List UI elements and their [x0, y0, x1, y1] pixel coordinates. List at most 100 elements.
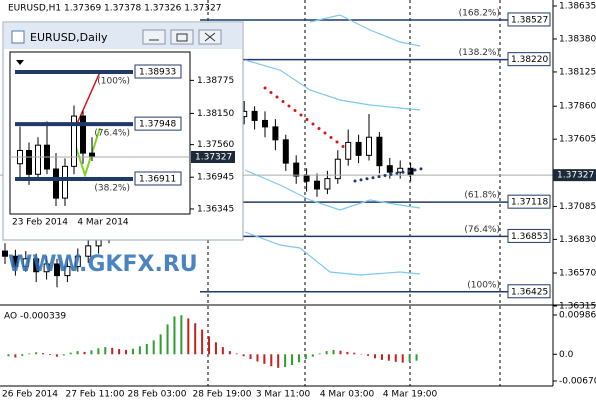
candle-body — [355, 141, 362, 156]
sar-dot — [311, 122, 315, 126]
y-tick-label: 1.36315 — [559, 302, 596, 312]
candle-body — [22, 258, 29, 268]
level-percent: (38.2%) — [94, 184, 130, 194]
candle-body — [85, 245, 92, 257]
restore-button[interactable] — [170, 29, 194, 45]
y-tick-label: 1.38635 — [559, 2, 596, 12]
current-price-label: 1.37327 — [557, 171, 594, 181]
level-percent: (76.4%) — [94, 129, 130, 139]
level-price-box — [134, 64, 182, 79]
arrow-icon — [16, 60, 24, 65]
band-line — [309, 14, 421, 47]
minimize-button[interactable] — [142, 29, 166, 45]
candle-body — [303, 175, 310, 182]
inset-window[interactable]: EURUSD,Daily 1.38775 1.38150 1.37560 1.3694… — [2, 21, 244, 241]
x-tick-label: 4 Mar 03:00 — [320, 390, 375, 400]
sar-dot — [299, 113, 303, 117]
fib-price-label: 1.38527 — [511, 15, 548, 25]
candle-body — [80, 115, 86, 154]
inset-y-tick-label: 1.38775 — [197, 76, 234, 86]
main-chart: (168.2%) 1.38527 (138.2%) 1.38220 (61.8%) 1.3… — [0, 0, 553, 386]
x-tick-label: 26 Feb 2014 — [2, 390, 58, 400]
fib-price-box — [507, 284, 551, 299]
candle-body — [53, 168, 59, 199]
ao-tick-label: 0.009862 — [559, 311, 596, 321]
sar-dot — [389, 172, 393, 176]
sar-dot — [335, 140, 339, 144]
watermark: WWW.GKFX.RU — [8, 252, 198, 277]
icon — [204, 32, 216, 42]
symbol-info: EURUSD,H1 1.37369 1.37378 1.37326 1.3732… — [8, 4, 221, 14]
candle-body — [314, 180, 320, 190]
inset-y-tick-label: 1.36345 — [197, 204, 234, 214]
x-tick-label: 3 Mar 11:00 — [256, 390, 311, 400]
level-price-label: 1.38933 — [139, 68, 176, 78]
ao-tick-label: -0.006704 — [559, 377, 596, 387]
y-tick-label: 1.36570 — [559, 269, 596, 279]
inset-y-tick-label: 1.38150 — [197, 109, 234, 119]
candle-body — [397, 167, 404, 173]
y-tick-label: 1.37605 — [559, 135, 596, 145]
sar-dot — [413, 168, 417, 172]
fib-percent: (100%) — [467, 280, 500, 290]
sar-dot — [263, 86, 267, 90]
candle-body — [35, 144, 41, 175]
candle-body — [33, 258, 40, 273]
candle-body — [376, 136, 383, 167]
fib-price-box — [507, 228, 551, 243]
sar-dot — [341, 145, 345, 148]
y-tick-label: 1.37085 — [559, 202, 596, 212]
candle-body — [251, 110, 258, 121]
fib-percent: (61.8%) — [464, 191, 500, 201]
fib-percent: (168.2%) — [459, 8, 500, 18]
sar-dot — [281, 100, 285, 103]
band-line — [244, 169, 421, 211]
level-percent: (100%) — [97, 77, 130, 87]
fib-price-label: 1.38220 — [511, 55, 548, 65]
sar-dot — [293, 109, 297, 112]
fib-price-box — [507, 194, 551, 209]
x-tick-label: 28 Feb 03:00 — [127, 390, 186, 400]
candle-body — [71, 115, 77, 167]
y-tick-label: 1.36830 — [559, 235, 596, 245]
sar-dot — [329, 136, 333, 139]
sar-dot — [287, 104, 291, 108]
inset-x-tick-label: 23 Feb 2014 — [12, 218, 68, 228]
decorations — [244, 14, 421, 276]
sar-dot — [317, 127, 321, 130]
candle-body — [334, 158, 341, 180]
current-price-box — [553, 169, 596, 182]
inset-plot — [9, 51, 191, 215]
level-price-box — [134, 171, 182, 186]
candle-body — [272, 126, 279, 141]
y-tick-label: 1.38380 — [559, 34, 596, 44]
candle-body — [293, 162, 300, 177]
sar-dot — [407, 169, 411, 173]
sar-dot — [305, 118, 309, 121]
parabolic-sar — [263, 86, 423, 183]
window-title: EURUSD,Daily — [30, 31, 108, 44]
inset-y-tick-label: 1.36945 — [197, 173, 234, 183]
y-tick-label: 1.37860 — [559, 102, 596, 112]
current-price-label: 1.37327 — [195, 152, 232, 162]
level-price-label: 1.37948 — [139, 120, 176, 130]
candle-body — [2, 250, 8, 257]
y-tick-label: 1.38125 — [559, 67, 596, 77]
sar-dot — [359, 178, 363, 182]
candle-body — [54, 263, 60, 277]
x-tick-label: 28 Feb 19:00 — [192, 390, 251, 400]
sar-dot — [365, 177, 369, 181]
sar-dot — [419, 167, 423, 171]
level-price-box — [134, 116, 182, 131]
candle-body — [345, 141, 352, 160]
fib-percent: (76.4%) — [464, 225, 500, 235]
inset-y-tick-label: 1.37560 — [197, 140, 234, 150]
sar-dot — [353, 179, 357, 183]
candle-body — [12, 255, 19, 268]
inset-x-tick-label: 4 Mar 2014 — [77, 218, 129, 228]
sar-dot — [371, 176, 375, 180]
icon — [176, 33, 188, 42]
sar-dot — [269, 91, 273, 94]
sar-dot — [377, 175, 381, 179]
fib-price-label: 1.36425 — [511, 287, 548, 297]
